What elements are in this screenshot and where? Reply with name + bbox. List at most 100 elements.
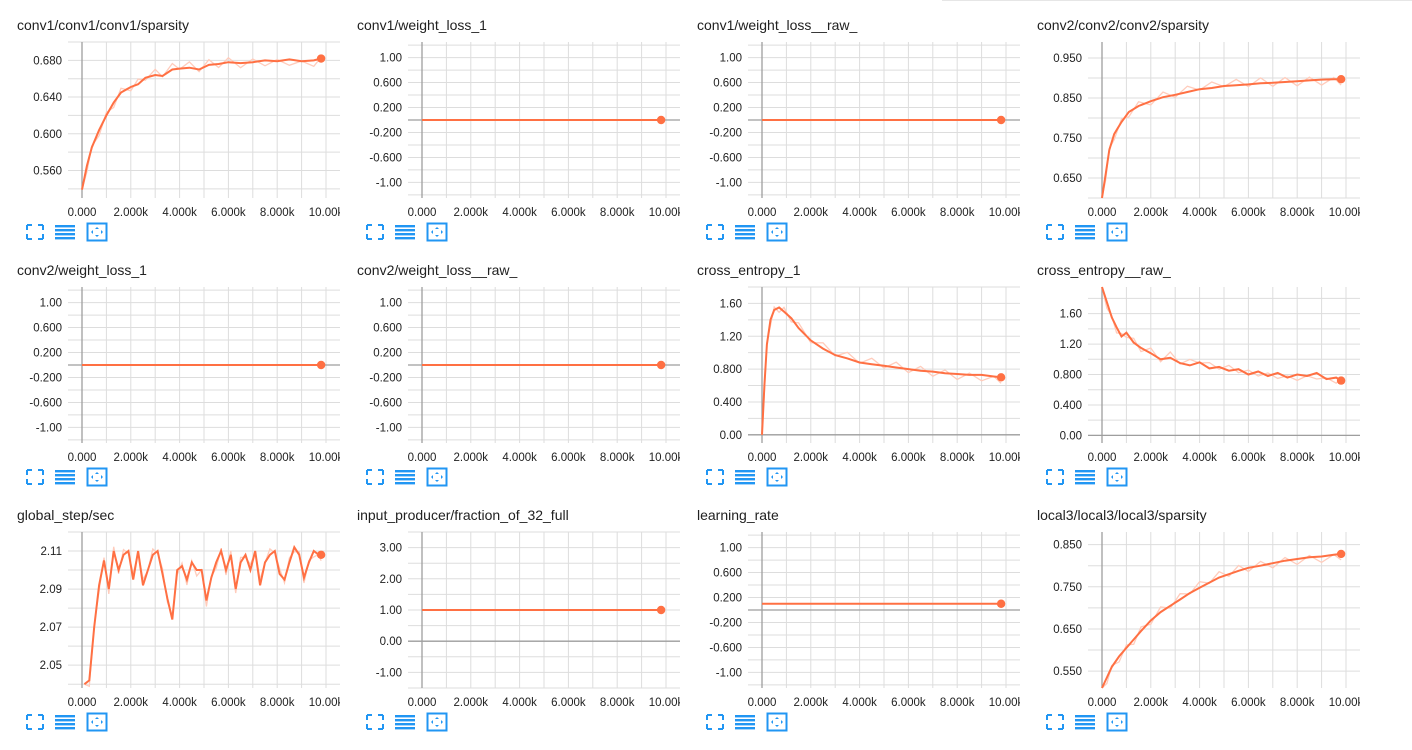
y-tick-label: 0.600: [713, 78, 742, 90]
chart-toolbar: [702, 712, 802, 734]
x-tick-label: 10.00k: [309, 452, 340, 464]
y-tick-label: -0.600: [709, 152, 742, 164]
expand-icon: [26, 714, 44, 730]
x-tick-label: 2.000k: [1134, 207, 1169, 219]
fit-domain-button[interactable]: [426, 467, 448, 487]
y-tick-label: -1.00: [716, 667, 742, 679]
expand-button[interactable]: [364, 467, 386, 487]
fit-domain-button[interactable]: [86, 222, 108, 242]
x-tick-label: 0.000: [748, 452, 777, 464]
line-chart[interactable]: 2.05 2.07 2.09 2.11 0.000 2.000k 4.000k 6.000k 8…: [0, 490, 340, 712]
fit-domain-button[interactable]: [766, 222, 788, 242]
y-tick-label: 1.00: [380, 605, 402, 617]
data-table-button[interactable]: [394, 467, 416, 487]
raw-series-line: [1101, 553, 1342, 689]
line-chart[interactable]: 1.00 0.600 0.200 -0.200 -0.600 -1.00 0.000 2.00…: [340, 0, 680, 222]
data-table-icon: [55, 470, 75, 485]
y-tick-label: 0.950: [1053, 53, 1082, 65]
data-table-button[interactable]: [734, 222, 756, 242]
fit-domain-button[interactable]: [86, 467, 108, 487]
data-table-button[interactable]: [54, 467, 76, 487]
expand-button[interactable]: [1044, 712, 1066, 732]
fit-domain-button[interactable]: [426, 222, 448, 242]
expand-icon: [366, 224, 384, 240]
x-tick-label: 10.00k: [309, 207, 340, 219]
x-tick-label: 6.000k: [891, 452, 926, 464]
expand-button[interactable]: [24, 467, 46, 487]
x-tick-label: 6.000k: [211, 207, 246, 219]
fit-domain-button[interactable]: [426, 712, 448, 732]
data-table-button[interactable]: [1074, 222, 1096, 242]
y-tick-label: 0.200: [33, 348, 62, 360]
chart-title: cross_entropy__raw_: [1037, 262, 1171, 278]
y-tick-label: 0.200: [713, 593, 742, 605]
expand-button[interactable]: [704, 712, 726, 732]
expand-button[interactable]: [704, 222, 726, 242]
data-table-button[interactable]: [394, 712, 416, 732]
x-tick-label: 0.000: [408, 207, 437, 219]
line-chart[interactable]: 0.550 0.650 0.750 0.850 0.000 2.000k 4.000k 6.0…: [1020, 490, 1360, 712]
fit-domain-icon: [86, 467, 108, 487]
data-table-icon: [55, 715, 75, 730]
y-tick-label: -0.600: [369, 152, 402, 164]
line-chart[interactable]: 0.560 0.600 0.640 0.680 0.000 2.000k 4.000k 6.0…: [0, 0, 340, 222]
series-line: [81, 57, 322, 190]
data-table-button[interactable]: [734, 712, 756, 732]
y-tick-label: 0.00: [1060, 430, 1082, 442]
fit-domain-button[interactable]: [1106, 467, 1128, 487]
x-tick-label: 2.000k: [454, 452, 489, 464]
expand-button[interactable]: [1044, 467, 1066, 487]
line-chart[interactable]: 1.00 0.600 0.200 -0.200 -0.600 -1.00 0.000 2.00…: [680, 0, 1020, 222]
data-table-button[interactable]: [1074, 467, 1096, 487]
x-tick-label: 10.00k: [649, 452, 680, 464]
chart-toolbar: [22, 467, 122, 489]
y-tick-label: 0.600: [33, 323, 62, 335]
expand-button[interactable]: [24, 712, 46, 732]
data-table-button[interactable]: [54, 222, 76, 242]
chart-title: conv2/weight_loss__raw_: [357, 262, 518, 278]
x-tick-label: 6.000k: [211, 697, 246, 709]
line-chart[interactable]: 0.650 0.750 0.850 0.950 0.000 2.000k 4.000k 6.0…: [1020, 0, 1360, 222]
y-tick-label: 0.750: [1053, 582, 1082, 594]
x-tick-label: 2.000k: [794, 697, 829, 709]
x-tick-label: 2.000k: [114, 697, 149, 709]
y-tick-label: 1.00: [40, 298, 62, 310]
line-chart[interactable]: 1.00 0.600 0.200 -0.200 -0.600 -1.00 0.000 2.00…: [680, 490, 1020, 712]
line-chart[interactable]: 0.00 0.400 0.800 1.20 1.60 0.000 2.000k 4.000k 6…: [1020, 245, 1360, 467]
last-point-marker: [316, 54, 326, 63]
x-tick-label: 8.000k: [260, 452, 295, 464]
data-table-button[interactable]: [54, 712, 76, 732]
chart-toolbar: [362, 467, 462, 489]
data-table-button[interactable]: [1074, 712, 1096, 732]
expand-button[interactable]: [1044, 222, 1066, 242]
fit-domain-button[interactable]: [86, 712, 108, 732]
expand-button[interactable]: [704, 467, 726, 487]
data-table-button[interactable]: [394, 222, 416, 242]
chart-toolbar: [22, 712, 122, 734]
line-chart[interactable]: 1.00 0.600 0.200 -0.200 -0.600 -1.00 0.000 2.00…: [340, 245, 680, 467]
fit-domain-button[interactable]: [766, 467, 788, 487]
expand-icon: [1046, 714, 1064, 730]
fit-domain-button[interactable]: [1106, 222, 1128, 242]
last-point-marker: [656, 115, 666, 125]
data-table-button[interactable]: [734, 467, 756, 487]
y-tick-label: 1.00: [720, 543, 742, 555]
chart-card: conv1/weight_loss_1 1.00 0.600 0.200 -0.200 -…: [340, 0, 680, 245]
line-chart[interactable]: 0.00 0.400 0.800 1.20 1.60 0.000 2.000k 4.000k 6…: [680, 245, 1020, 467]
expand-button[interactable]: [364, 222, 386, 242]
x-tick-label: 4.000k: [1182, 207, 1217, 219]
x-tick-label: 4.000k: [502, 697, 537, 709]
x-tick-label: 0.000: [748, 207, 777, 219]
fit-domain-button[interactable]: [766, 712, 788, 732]
expand-button[interactable]: [24, 222, 46, 242]
line-chart[interactable]: 1.00 0.600 0.200 -0.200 -0.600 -1.00 0.000 2.00…: [0, 245, 340, 467]
y-tick-label: 0.650: [1053, 173, 1082, 185]
x-tick-label: 10.00k: [989, 697, 1020, 709]
x-tick-label: 8.000k: [940, 452, 975, 464]
y-tick-label: 0.800: [1053, 370, 1082, 382]
fit-domain-button[interactable]: [1106, 712, 1128, 732]
x-tick-label: 6.000k: [211, 452, 246, 464]
expand-button[interactable]: [364, 712, 386, 732]
line-chart[interactable]: 3.00 2.00 1.00 0.00 -1.00 0.000 2.000k 4.000k 6.…: [340, 490, 680, 712]
fit-domain-icon: [426, 467, 448, 487]
